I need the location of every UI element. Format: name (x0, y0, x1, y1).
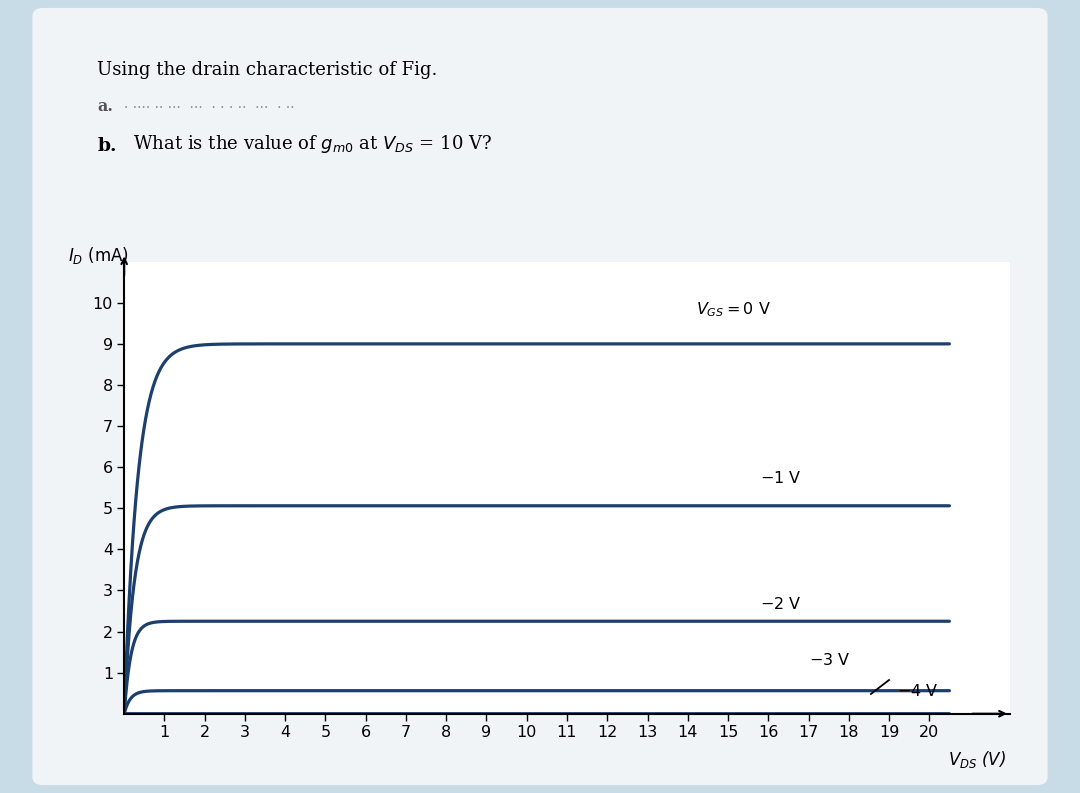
Text: a.: a. (97, 98, 113, 115)
Text: $V_{GS}=0$ V: $V_{GS}=0$ V (696, 301, 771, 320)
Text: $-1$ V: $-1$ V (760, 469, 801, 485)
Text: $I_D$ (mA): $I_D$ (mA) (68, 245, 129, 266)
Text: · ···· ·· ···  ···  · · · ··  ···  · ··: · ···· ·· ··· ··· · · · ·· ··· · ·· (124, 101, 295, 115)
Text: $V_{DS}$ (V): $V_{DS}$ (V) (947, 749, 1005, 770)
Text: b.: b. (97, 136, 117, 155)
Text: $-2$ V: $-2$ V (760, 596, 801, 611)
Text: Using the drain characteristic of Fig.: Using the drain characteristic of Fig. (97, 61, 437, 79)
Text: What is the value of $g_{m0}$ at $V_{DS}$ = 10 V?: What is the value of $g_{m0}$ at $V_{DS}… (122, 132, 492, 155)
Text: $-4$ V: $-4$ V (897, 684, 939, 699)
Text: $-3$ V: $-3$ V (809, 652, 850, 668)
